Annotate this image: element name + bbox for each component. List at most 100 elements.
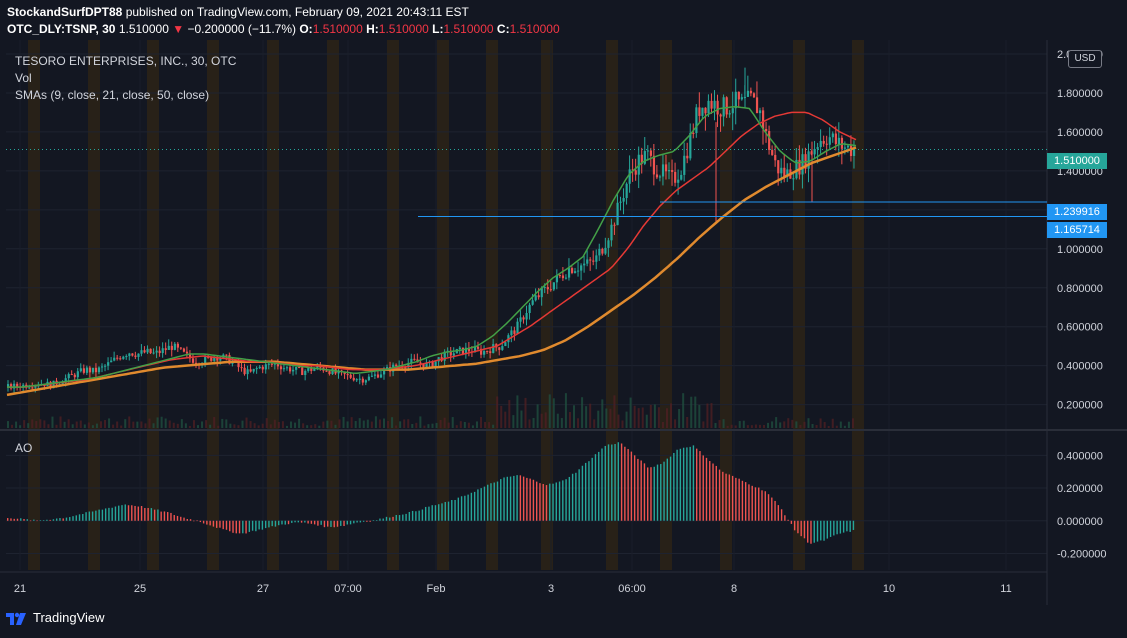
candle-body [307,368,310,371]
price-chart[interactable]: 0.200000 0.400000 0.600000 0.800000 1.000000… [0,40,1127,605]
ao-bar [483,486,486,521]
ao-bar [222,520,224,530]
candle-body [707,100,710,114]
candle-body [586,259,589,264]
candle-body [525,313,528,320]
ao-bar [379,518,381,521]
currency-button[interactable]: USD [1068,50,1102,68]
ao-bar [464,495,466,521]
candle-body [849,145,853,156]
candle-body [828,137,831,145]
candle-body [264,364,267,370]
candle-body [534,295,537,301]
ao-bar [153,509,156,521]
ao-bar [611,444,613,521]
candle-body [537,295,540,298]
volume-bar [738,421,741,428]
volume-bar [294,422,297,428]
candle-body [813,148,816,155]
candle-body [316,365,319,369]
candle-body [570,268,574,273]
ao-bar [160,511,162,521]
candle-body [674,171,677,183]
volume-bar [156,417,159,428]
ao-bar [529,478,531,521]
volume-bar [524,397,527,428]
ao-bar [813,520,815,543]
candle-body [225,354,228,356]
time-axis-label: 3 [548,583,554,595]
volume-bar [831,418,834,428]
volume-bar [746,425,749,428]
candle-body [837,137,841,145]
candle-body [483,351,486,355]
volume-bar [229,423,232,428]
ao-bar [480,488,482,521]
last-price: 1.510000 [118,22,169,36]
volume-bar [99,421,102,428]
volume-bar [512,415,515,428]
ao-axis-label: -0.200000 [1057,548,1107,560]
ao-bar [852,520,855,530]
ao-bar [653,466,655,521]
volume-bar [15,421,18,428]
candle-body [452,353,455,356]
publisher-name[interactable]: StockandSurfDPT88 [7,5,123,19]
ao-bar [797,520,799,534]
sma50-line[interactable] [6,146,857,397]
candle-body [285,367,289,369]
ao-bar [88,511,91,521]
candle-body [355,379,358,381]
sma9-line[interactable] [7,106,857,388]
vol-legend[interactable]: Vol [15,71,32,85]
session-band-1 [88,40,100,570]
volume-bar [132,421,135,428]
volume-bar [184,423,187,428]
volume-bar [403,419,406,428]
hline-tag-2[interactable]: 1.165714 [1047,222,1107,238]
volume-bar [839,421,842,428]
ao-bar [225,520,228,530]
ao-bar [421,509,424,521]
ao-legend[interactable]: AO [15,441,33,455]
ao-bar [754,487,757,521]
ao-bar [362,520,365,522]
volume-bar [209,424,212,428]
candle-body [574,271,577,273]
candle-body [155,350,158,353]
tradingview-footer[interactable]: TradingView [6,610,105,625]
ao-bar [418,510,420,521]
ao-bar [356,520,358,523]
candle-body [413,358,416,360]
ao-bar [346,520,348,525]
candle-body [94,367,98,373]
ao-bar [679,448,682,521]
ao-bar [281,520,283,525]
ao-bar [447,501,450,521]
ao-bar [29,520,32,522]
ao-bar [39,520,42,522]
ao-bar [598,451,600,521]
ao-bar [215,520,218,528]
volume-bar [108,418,111,428]
ao-bar [849,520,851,532]
volume-bar [314,424,317,428]
sma-legend[interactable]: SMAs (9, close, 21, close, 50, close) [15,88,210,102]
candle-body [346,374,349,376]
session-band-13 [793,40,805,570]
price-axis-label: 0.200000 [1057,400,1103,412]
volume-bar [51,416,54,428]
ao-bar [85,512,87,521]
candle-body [104,365,107,367]
hline-tag-1[interactable]: 1.239916 [1047,204,1107,220]
ao-bar [542,483,544,521]
volume-bar [847,421,850,428]
candle-body [288,367,292,372]
ao-bar [457,497,460,521]
candle-body [449,350,452,356]
chart-title: TESORO ENTERPRISES, INC., 30, OTC [15,54,237,68]
ao-bar [359,520,362,523]
close-value: 1.510000 [509,22,560,36]
open-value: 1.510000 [312,22,363,36]
candle-body [373,374,377,376]
